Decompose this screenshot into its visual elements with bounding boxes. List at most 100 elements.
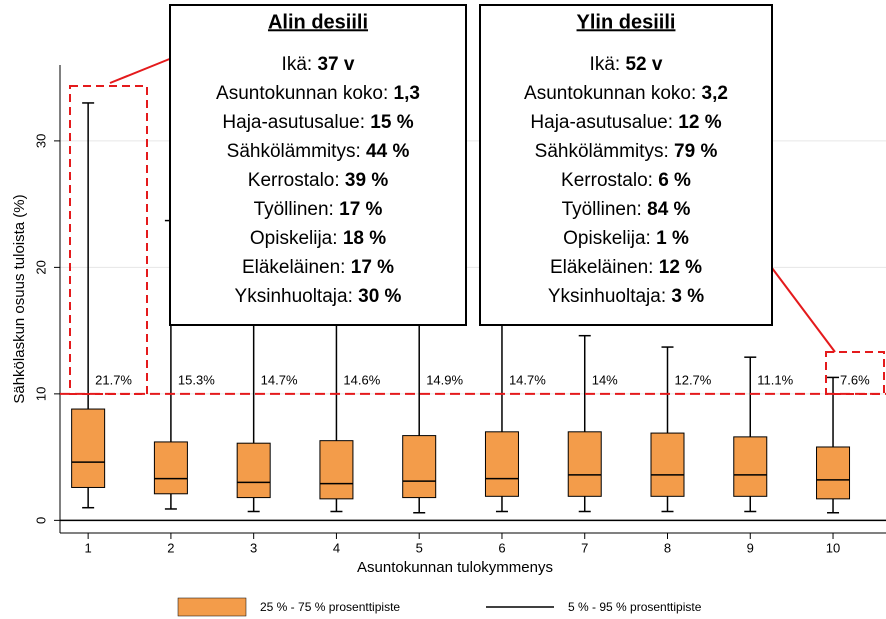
plot-area: 0 10 20 30 1 2 3 4 5 6 7 8 9 10 21.7% 15.3% 14.7% 14.6% 14… <box>33 65 886 555</box>
callout-row: Ikä: 37 v <box>282 54 355 75</box>
row-label: Asuntokunnan koko: <box>524 83 696 104</box>
callout-row: Kerrostalo: 39 % <box>248 170 389 191</box>
y-tick-label: 20 <box>33 260 48 274</box>
row-label: Haja-asutusalue: <box>530 112 673 133</box>
row-label: Eläkeläinen: <box>550 257 654 278</box>
row-label: Ikä: <box>590 54 621 75</box>
row-value: 52 v <box>625 54 662 75</box>
legend-label: 5 % - 95 % prosenttipiste <box>568 600 702 614</box>
share-label: 14.7% <box>509 372 546 387</box>
row-label: Asuntokunnan koko: <box>216 83 388 104</box>
row-value: 39 % <box>345 170 388 191</box>
legend-swatch <box>177 597 247 617</box>
x-tick-label: 6 <box>498 540 505 555</box>
share-label: 14.6% <box>343 372 380 387</box>
box <box>402 435 437 499</box>
x-tick-label: 1 <box>85 540 92 555</box>
row-value: 17 % <box>351 257 394 278</box>
share-label: 11.1% <box>757 372 793 387</box>
x-tick-label: 2 <box>167 540 174 555</box>
row-label: Opiskelija: <box>563 228 651 249</box>
y-tick-label: 0 <box>33 517 48 524</box>
callout-row: Ikä: 52 v <box>590 54 663 75</box>
row-value: 12 % <box>678 112 721 133</box>
row-value: 12 % <box>659 257 702 278</box>
x-tick-label: 9 <box>747 540 754 555</box>
row-value: 17 % <box>339 199 382 220</box>
x-tick-label: 4 <box>333 540 340 555</box>
box <box>236 442 271 499</box>
row-label: Eläkeläinen: <box>242 257 346 278</box>
callout-row: Yksinhuoltaja: 30 % <box>235 286 402 307</box>
box <box>650 432 685 497</box>
share-label: 21.7% <box>95 372 132 387</box>
share-label: 15.3% <box>178 372 215 387</box>
callout-row: Haja-asutusalue: 15 % <box>222 112 413 133</box>
row-label: Sähkölämmitys: <box>535 141 669 162</box>
callout-row: Sähkölämmitys: 79 % <box>535 141 718 162</box>
share-label: 12.7% <box>674 372 711 387</box>
row-label: Kerrostalo: <box>248 170 340 191</box>
box <box>484 431 519 497</box>
x-tick-label: 8 <box>664 540 671 555</box>
box <box>567 431 602 497</box>
x-tick-label: 7 <box>581 540 588 555</box>
row-value: 3 % <box>671 286 704 307</box>
callout-row: Asuntokunnan koko: 3,2 <box>524 83 728 104</box>
share-label: 14.7% <box>261 372 298 387</box>
share-label: 7.6% <box>840 372 870 387</box>
callout-row: Työllinen: 17 % <box>254 199 383 220</box>
connector <box>109 57 173 84</box>
row-value: 84 % <box>647 199 690 220</box>
row-value: 18 % <box>343 228 386 249</box>
callout-row: Opiskelija: 1 % <box>563 228 689 249</box>
row-label: Opiskelija: <box>250 228 338 249</box>
callout-row: Opiskelija: 18 % <box>250 228 386 249</box>
share-label: 14.9% <box>426 372 463 387</box>
x-axis-label: Asuntokunnan tulokymmenys <box>357 559 553 576</box>
callout-row: Työllinen: 84 % <box>562 199 691 220</box>
row-label: Työllinen: <box>562 199 642 220</box>
row-label: Työllinen: <box>254 199 334 220</box>
share-label: 14% <box>592 372 618 387</box>
row-value: 3,2 <box>702 83 728 104</box>
callout <box>169 4 467 326</box>
highlight-box <box>825 351 885 395</box>
callout-row: Kerrostalo: 6 % <box>561 170 691 191</box>
box <box>153 441 188 495</box>
row-label: Kerrostalo: <box>561 170 653 191</box>
row-value: 6 % <box>658 170 691 191</box>
x-tick-label: 10 <box>826 540 840 555</box>
x-tick-label: 3 <box>250 540 257 555</box>
row-value: 1 % <box>656 228 689 249</box>
callout-row: Eläkeläinen: 12 % <box>550 257 702 278</box>
y-axis-label: Sähkölaskun osuus tuloista (%) <box>11 194 28 403</box>
box <box>71 408 106 488</box>
connector <box>771 267 836 353</box>
y-tick-label: 10 <box>33 387 48 401</box>
row-label: Ikä: <box>282 54 313 75</box>
legend-label: 25 % - 75 % prosenttipiste <box>260 600 400 614</box>
box <box>816 446 851 500</box>
y-tick-label: 30 <box>33 134 48 148</box>
callout-row: Eläkeläinen: 17 % <box>242 257 394 278</box>
row-label: Yksinhuoltaja: <box>548 286 666 307</box>
row-value: 79 % <box>674 141 717 162</box>
row-value: 44 % <box>366 141 409 162</box>
callout-row: Asuntokunnan koko: 1,3 <box>216 83 420 104</box>
row-label: Yksinhuoltaja: <box>235 286 353 307</box>
row-label: Haja-asutusalue: <box>222 112 365 133</box>
callout-row: Sähkölämmitys: 44 % <box>227 141 410 162</box>
callout-title: Alin desiili <box>268 11 368 33</box>
callout-row: Yksinhuoltaja: 3 % <box>548 286 704 307</box>
row-value: 37 v <box>317 54 354 75</box>
box <box>733 436 768 497</box>
box <box>319 440 354 500</box>
callout <box>479 4 773 326</box>
row-value: 15 % <box>370 112 413 133</box>
row-value: 30 % <box>358 286 401 307</box>
row-value: 1,3 <box>394 83 420 104</box>
callout-title: Ylin desiili <box>577 11 676 33</box>
highlight-box <box>69 85 148 395</box>
